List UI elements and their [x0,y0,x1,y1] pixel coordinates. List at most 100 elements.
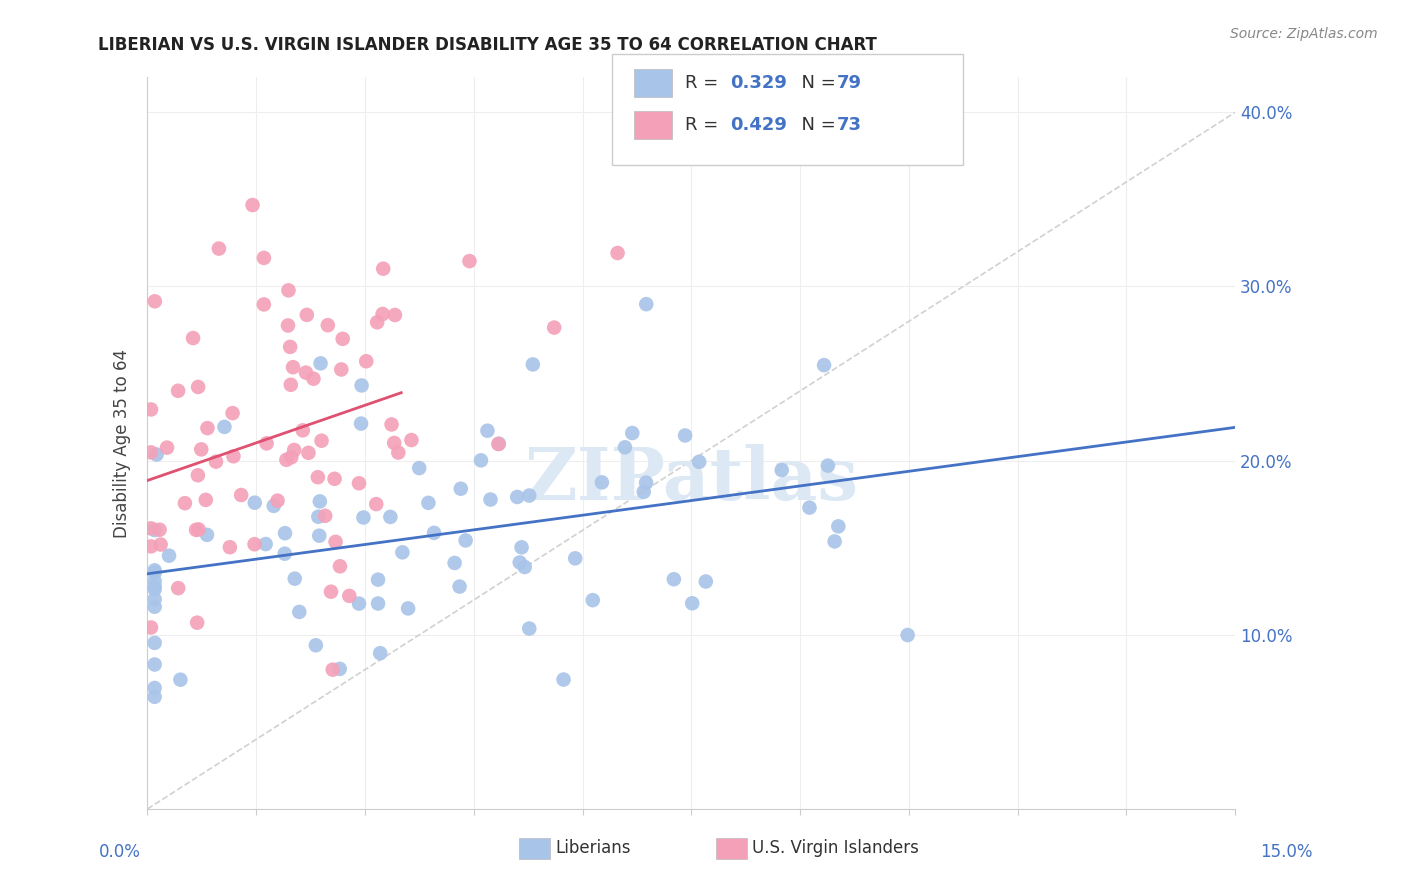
Point [143,690,166,704]
Point [291,423,314,437]
Point [139,445,162,459]
Point [606,246,628,260]
Text: 79: 79 [837,74,862,92]
Point [253,297,276,311]
Point [799,500,821,515]
Point [470,453,492,467]
Point [509,556,531,570]
Point [143,294,166,309]
Point [352,510,374,524]
Point [280,377,302,392]
Point [308,529,330,543]
Point [143,579,166,593]
Point [319,584,342,599]
Point [423,525,446,540]
Point [284,572,307,586]
Point [297,446,319,460]
Point [143,681,166,695]
Point [813,358,835,372]
Point [314,508,336,523]
Point [450,482,472,496]
Point [564,551,586,566]
Point [278,340,301,354]
Point [187,380,209,394]
Point [477,424,499,438]
Point [174,496,197,510]
Point [636,475,658,490]
Point [380,417,402,432]
Point [263,499,285,513]
Point [143,599,166,614]
Point [384,308,406,322]
Point [827,519,849,533]
Point [295,366,318,380]
Point [486,437,509,451]
Point [770,463,793,477]
Point [322,663,344,677]
Point [621,425,644,440]
Point [382,436,405,450]
Point [288,605,311,619]
Point [396,601,419,615]
Text: R =: R = [685,74,724,92]
Point [167,581,190,595]
Point [517,622,540,636]
Text: R =: R = [685,116,724,134]
Point [316,318,339,333]
Point [506,490,529,504]
Point [143,636,166,650]
Point [309,356,332,370]
Point [323,472,346,486]
Point [266,493,288,508]
Point [143,523,166,537]
Point [443,556,465,570]
Point [143,563,166,577]
Point [277,284,299,298]
Point [187,468,209,483]
Point [479,492,502,507]
Point [181,331,204,345]
Point [214,420,236,434]
Point [276,453,298,467]
Text: Source: ZipAtlas.com: Source: ZipAtlas.com [1230,27,1378,41]
Point [325,534,347,549]
Point [145,448,167,462]
Point [305,638,328,652]
Point [190,442,212,457]
Point [243,537,266,551]
Point [197,421,219,435]
Text: N =: N = [790,74,842,92]
Point [311,434,333,448]
Point [636,297,658,311]
Point [157,549,180,563]
Point [367,573,389,587]
Y-axis label: Disability Age 35 to 64: Disability Age 35 to 64 [114,349,131,538]
Point [281,360,304,375]
Point [401,433,423,447]
Point [517,489,540,503]
Point [280,450,302,465]
Point [194,492,217,507]
Point [543,320,565,334]
Point [373,261,395,276]
Point [186,615,208,630]
Text: 15.0%: 15.0% [1260,843,1313,861]
Point [367,597,389,611]
Point [522,358,544,372]
Point [368,646,391,660]
Point [205,455,228,469]
Point [218,540,240,554]
Point [295,308,318,322]
Point [143,574,166,588]
Point [277,318,299,333]
Point [149,523,172,537]
Point [139,540,162,554]
Point [330,362,353,376]
Point [582,593,605,607]
Point [139,620,162,634]
Point [366,497,388,511]
Point [454,533,477,548]
Point [337,589,360,603]
Point [354,354,377,368]
Point [350,378,373,392]
